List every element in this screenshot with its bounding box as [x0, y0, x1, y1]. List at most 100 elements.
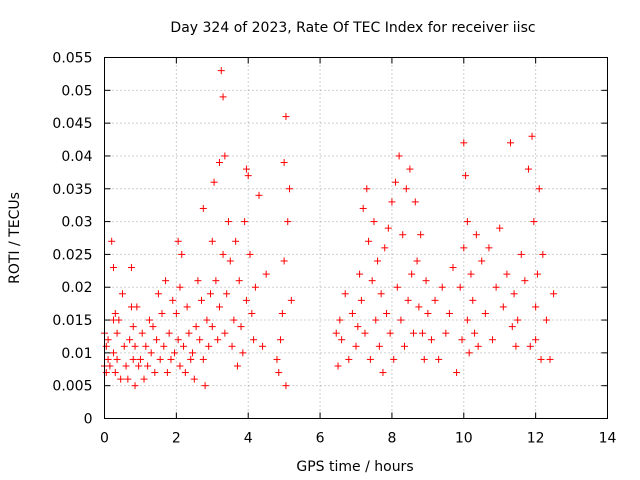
y-tick-label: 0.035	[52, 182, 92, 198]
data-point	[149, 323, 157, 331]
data-point	[365, 237, 373, 245]
data-point	[506, 139, 514, 147]
data-point	[528, 132, 536, 140]
y-tick-label: 0.025	[52, 247, 92, 263]
data-point	[273, 355, 281, 363]
data-point	[383, 309, 391, 317]
data-point	[533, 270, 541, 278]
x-tick-label: 0	[100, 431, 109, 447]
data-point	[109, 349, 117, 357]
data-point	[413, 257, 421, 265]
data-point	[463, 218, 471, 226]
data-point	[404, 296, 412, 304]
data-point	[438, 283, 446, 291]
data-point	[208, 323, 216, 331]
data-point	[510, 290, 518, 298]
data-point	[374, 257, 382, 265]
data-point	[456, 283, 464, 291]
data-point	[442, 329, 450, 337]
x-tick-label: 8	[387, 431, 396, 447]
data-point	[185, 329, 193, 337]
data-point	[262, 270, 270, 278]
y-tick-label: 0	[84, 412, 93, 428]
data-point	[154, 290, 162, 298]
data-point	[417, 231, 425, 239]
data-point	[532, 336, 540, 344]
data-point	[122, 362, 130, 370]
data-point	[550, 290, 558, 298]
data-point	[336, 316, 344, 324]
data-point	[431, 296, 439, 304]
data-point	[280, 257, 288, 265]
data-point	[187, 355, 195, 363]
data-point	[111, 309, 119, 317]
data-point	[181, 369, 189, 377]
data-point	[217, 67, 225, 75]
data-point	[212, 277, 220, 285]
grid-lines	[104, 57, 608, 419]
data-point	[341, 290, 349, 298]
data-point	[115, 316, 123, 324]
data-point	[196, 336, 204, 344]
data-point	[126, 336, 134, 344]
data-point	[499, 303, 507, 311]
x-tick-labels: 0 2 4 6 8 10 12 14	[100, 431, 616, 447]
data-point	[104, 355, 112, 363]
y-tick-label: 0.01	[61, 346, 92, 362]
data-point	[198, 296, 206, 304]
data-point	[232, 237, 240, 245]
data-point	[408, 270, 416, 278]
data-point	[481, 309, 489, 317]
x-tick-label: 2	[172, 431, 181, 447]
x-tick-label: 6	[316, 431, 325, 447]
data-point	[111, 369, 119, 377]
data-point	[356, 270, 364, 278]
data-point	[205, 342, 213, 350]
data-point	[377, 290, 385, 298]
data-point	[445, 309, 453, 317]
data-point	[402, 185, 410, 193]
data-point	[503, 270, 511, 278]
data-point	[228, 342, 236, 350]
data-point	[224, 218, 232, 226]
data-point	[142, 342, 150, 350]
data-point	[535, 185, 543, 193]
data-point	[478, 257, 486, 265]
data-point	[250, 336, 258, 344]
data-point	[397, 316, 405, 324]
x-tick-label: 4	[244, 431, 253, 447]
data-point	[118, 290, 126, 298]
data-point	[462, 172, 470, 180]
data-point	[422, 277, 430, 285]
data-point	[241, 218, 249, 226]
data-point	[233, 362, 241, 370]
data-point	[174, 237, 182, 245]
data-point	[117, 375, 125, 383]
data-point	[375, 342, 383, 350]
data-point	[221, 152, 229, 160]
data-point	[199, 204, 207, 212]
data-point	[357, 296, 365, 304]
data-point	[361, 329, 369, 337]
plot-frame	[104, 57, 608, 419]
data-point	[106, 362, 114, 370]
y-tick-label: 0.05	[61, 83, 92, 99]
data-point	[390, 355, 398, 363]
data-point	[163, 369, 171, 377]
data-point	[492, 283, 500, 291]
data-point	[131, 382, 139, 390]
data-point	[180, 342, 188, 350]
data-point	[124, 375, 132, 383]
data-point	[223, 290, 231, 298]
data-point	[251, 283, 259, 291]
data-point	[131, 342, 139, 350]
data-point	[334, 362, 342, 370]
data-point	[219, 93, 227, 101]
y-tick-label: 0.04	[61, 149, 92, 165]
y-tick-label: 0.015	[52, 313, 92, 329]
data-point	[145, 316, 153, 324]
data-point	[135, 362, 143, 370]
data-point	[133, 303, 141, 311]
data-point	[203, 316, 211, 324]
data-point	[409, 329, 417, 337]
